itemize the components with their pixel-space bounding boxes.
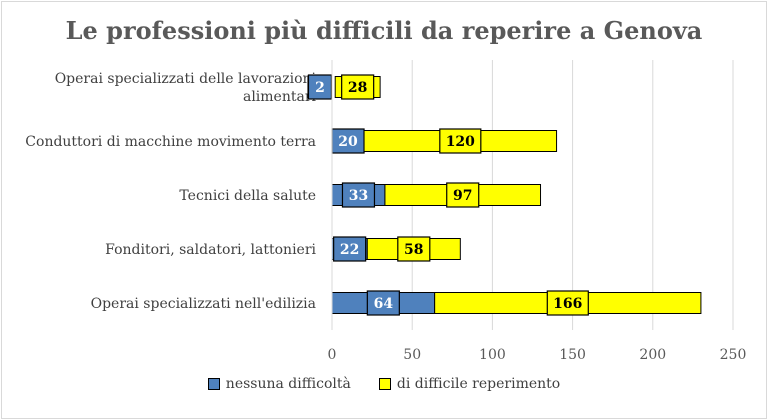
x-tick-label-150: 150 <box>559 347 586 363</box>
category-label-3: Tecnici della salute <box>179 188 316 204</box>
data-label-box-nessuna-difficolta-5 <box>366 290 400 316</box>
category-label-2: Conduttori di macchine movimento terra <box>25 134 316 150</box>
x-tick-label-50: 50 <box>403 347 421 363</box>
legend-item-nessuna-difficolta: nessuna difficoltà <box>207 376 351 392</box>
data-label-nessuna-difficolta-2: 20 <box>338 134 358 150</box>
data-label-box-nessuna-difficolta-1 <box>307 74 333 100</box>
data-label-difficile-reperimento-3: 97 <box>453 188 472 204</box>
data-label-difficile-reperimento-4: 58 <box>404 242 423 258</box>
x-tick-label-250: 250 <box>720 347 747 363</box>
data-label-box-difficile-reperimento-4 <box>397 236 431 262</box>
chart-title: Le professioni più difficili da reperire… <box>65 16 703 45</box>
data-label-difficile-reperimento-5: 166 <box>553 296 582 312</box>
data-label-box-difficile-reperimento-3 <box>446 182 480 208</box>
category-label-4: Fonditori, saldatori, lattonieri <box>105 242 316 258</box>
legend-label-difficile-reperimento: di difficile reperimento <box>396 376 561 392</box>
data-label-box-difficile-reperimento-2 <box>439 128 482 154</box>
x-tick-label-100: 100 <box>479 347 506 363</box>
data-label-difficile-reperimento-2: 120 <box>446 134 475 150</box>
data-label-nessuna-difficolta-4: 22 <box>340 242 359 258</box>
category-label-5: Operai specializzati nell'edilizia <box>91 296 316 312</box>
data-label-difficile-reperimento-1: 28 <box>348 80 367 96</box>
x-tick-label-0: 0 <box>328 347 337 363</box>
legend-label-nessuna-difficolta: nessuna difficoltà <box>225 376 351 392</box>
data-label-box-difficile-reperimento-5 <box>546 290 589 316</box>
data-label-box-difficile-reperimento-1 <box>341 74 375 100</box>
legend: nessuna difficoltà di difficile reperime… <box>0 376 768 392</box>
category-label-1-line-1: Operai specializzati delle lavorazioni <box>55 71 317 87</box>
data-label-box-nessuna-difficolta-3 <box>341 182 376 208</box>
category-label-1-line-2: alimentari <box>243 89 317 105</box>
legend-swatch-difficile-reperimento <box>378 378 391 390</box>
legend-item-difficile-reperimento: di difficile reperimento <box>378 376 561 392</box>
data-label-nessuna-difficolta-1: 2 <box>315 80 325 96</box>
legend-swatch-nessuna-difficolta <box>207 378 220 390</box>
data-label-box-nessuna-difficolta-4 <box>333 236 367 262</box>
x-tick-label-200: 200 <box>639 347 666 363</box>
data-label-box-nessuna-difficolta-2 <box>331 128 365 154</box>
data-label-nessuna-difficolta-5: 64 <box>374 296 394 312</box>
data-label-nessuna-difficolta-3: 33 <box>349 188 368 204</box>
